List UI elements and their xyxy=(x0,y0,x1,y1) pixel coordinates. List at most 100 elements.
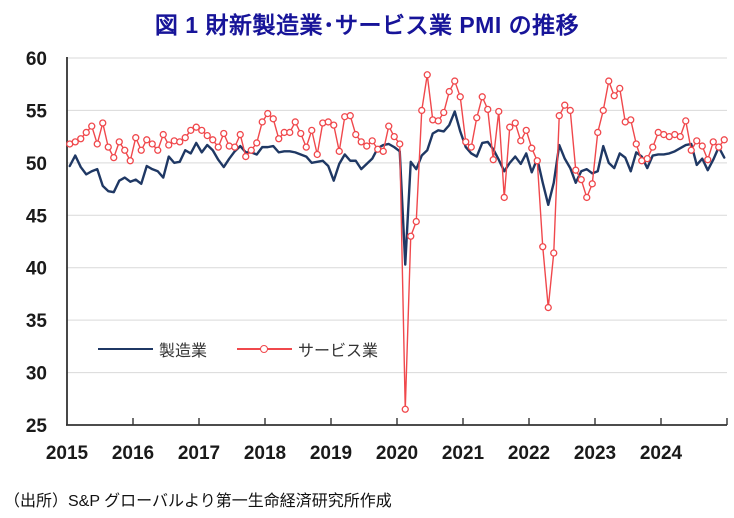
data-point-marker xyxy=(275,135,283,143)
data-point-marker xyxy=(176,138,184,146)
data-point-marker xyxy=(687,146,695,154)
data-point-marker xyxy=(594,128,602,137)
y-tick-label: 25 xyxy=(26,416,48,437)
x-tick-label: 2019 xyxy=(310,443,352,464)
data-point-marker xyxy=(93,140,101,148)
data-point-marker xyxy=(368,137,376,145)
data-point-marker xyxy=(473,114,481,122)
data-point-marker xyxy=(709,138,717,146)
services-line-sample xyxy=(237,344,293,353)
data-point-marker xyxy=(236,130,244,139)
data-point-marker xyxy=(451,77,459,85)
x-tick-label: 2020 xyxy=(376,443,418,464)
data-point-marker xyxy=(247,146,255,154)
y-tick-label: 40 xyxy=(26,259,47,280)
data-point-marker xyxy=(577,175,585,184)
data-point-marker xyxy=(330,121,338,129)
data-point-marker xyxy=(231,143,239,151)
y-tick-label: 45 xyxy=(26,206,48,227)
data-point-marker xyxy=(528,144,536,152)
data-point-marker xyxy=(242,152,250,161)
x-tick-label: 2021 xyxy=(442,443,485,464)
data-point-marker xyxy=(599,106,607,115)
x-tick-label: 2022 xyxy=(508,443,550,464)
data-point-marker xyxy=(258,118,266,126)
data-point-marker xyxy=(71,138,79,146)
data-point-marker xyxy=(82,128,90,137)
x-tick-label: 2015 xyxy=(46,443,89,464)
data-point-marker xyxy=(126,157,134,165)
data-point-marker xyxy=(715,143,723,151)
manufacturing-line-sample xyxy=(98,347,153,351)
data-point-marker xyxy=(412,217,420,226)
data-point-marker xyxy=(407,232,415,240)
data-point-marker xyxy=(649,143,657,151)
data-point-marker xyxy=(676,132,684,141)
data-point-marker xyxy=(220,129,228,138)
data-point-marker xyxy=(264,109,272,118)
data-point-marker xyxy=(110,153,118,162)
data-point-marker xyxy=(698,142,706,150)
data-point-marker xyxy=(572,166,580,174)
data-point-marker xyxy=(385,122,393,130)
x-tick-label: 2023 xyxy=(574,443,616,464)
x-tick-label: 2018 xyxy=(244,443,286,464)
data-point-marker xyxy=(209,136,217,144)
services-marker-icon xyxy=(260,344,269,353)
data-point-marker xyxy=(121,146,129,154)
data-point-marker xyxy=(187,126,195,135)
data-point-marker xyxy=(253,139,261,147)
data-point-marker xyxy=(478,93,486,101)
data-point-marker xyxy=(500,193,508,202)
data-point-marker xyxy=(192,123,200,131)
series-line-manufacturing xyxy=(68,110,726,266)
data-point-marker xyxy=(484,105,492,114)
data-point-marker xyxy=(88,122,96,130)
data-point-marker xyxy=(418,106,426,115)
y-tick-label: 30 xyxy=(26,364,47,385)
data-point-marker xyxy=(561,101,569,109)
chart-legend: 製造業 サービス業 xyxy=(98,337,378,361)
data-point-marker xyxy=(313,150,321,159)
data-point-marker xyxy=(357,138,365,146)
data-point-marker xyxy=(352,130,360,139)
data-point-marker xyxy=(462,138,470,146)
source-note: （出所）S&P グローバルより第一生命経済研究所作成 xyxy=(4,493,392,510)
x-tick-label: 2017 xyxy=(178,443,220,464)
data-point-marker xyxy=(99,119,107,127)
y-tick-label: 60 xyxy=(26,49,47,70)
data-point-marker xyxy=(605,77,613,85)
data-point-marker xyxy=(456,93,464,101)
data-point-marker xyxy=(390,132,398,141)
data-point-marker xyxy=(335,147,343,155)
data-point-marker xyxy=(291,118,299,126)
y-tick-label: 55 xyxy=(26,101,48,122)
data-point-marker xyxy=(104,143,112,151)
x-tick-label: 2024 xyxy=(640,443,683,464)
data-point-marker xyxy=(159,130,167,139)
data-point-marker xyxy=(467,143,475,151)
data-point-marker xyxy=(214,143,222,151)
figure-title: 図 1 財新製造業･サービス業 PMI の推移 xyxy=(154,12,580,38)
data-point-marker xyxy=(627,116,635,124)
data-point-marker xyxy=(632,140,640,148)
data-point-marker xyxy=(511,119,519,127)
data-point-marker xyxy=(324,118,332,126)
data-point-marker xyxy=(682,117,690,125)
data-point-marker xyxy=(77,135,85,143)
data-point-marker xyxy=(693,137,701,145)
data-point-marker xyxy=(495,107,503,116)
pmi-line-chart: 25 30 35 40 45 50 55 60 2015 2016 2017 2018 2019 2020… xyxy=(26,49,728,464)
x-tick-label: 2016 xyxy=(112,443,154,464)
y-tick-label: 50 xyxy=(26,154,47,175)
data-point-marker xyxy=(379,147,387,155)
y-tick-label: 35 xyxy=(26,311,48,332)
data-point-marker xyxy=(588,180,596,188)
data-point-marker xyxy=(181,134,189,142)
data-point-marker xyxy=(154,146,162,154)
data-point-marker xyxy=(616,84,624,93)
data-point-marker xyxy=(401,405,409,413)
data-point-marker xyxy=(143,136,151,144)
data-point-marker xyxy=(269,115,277,123)
